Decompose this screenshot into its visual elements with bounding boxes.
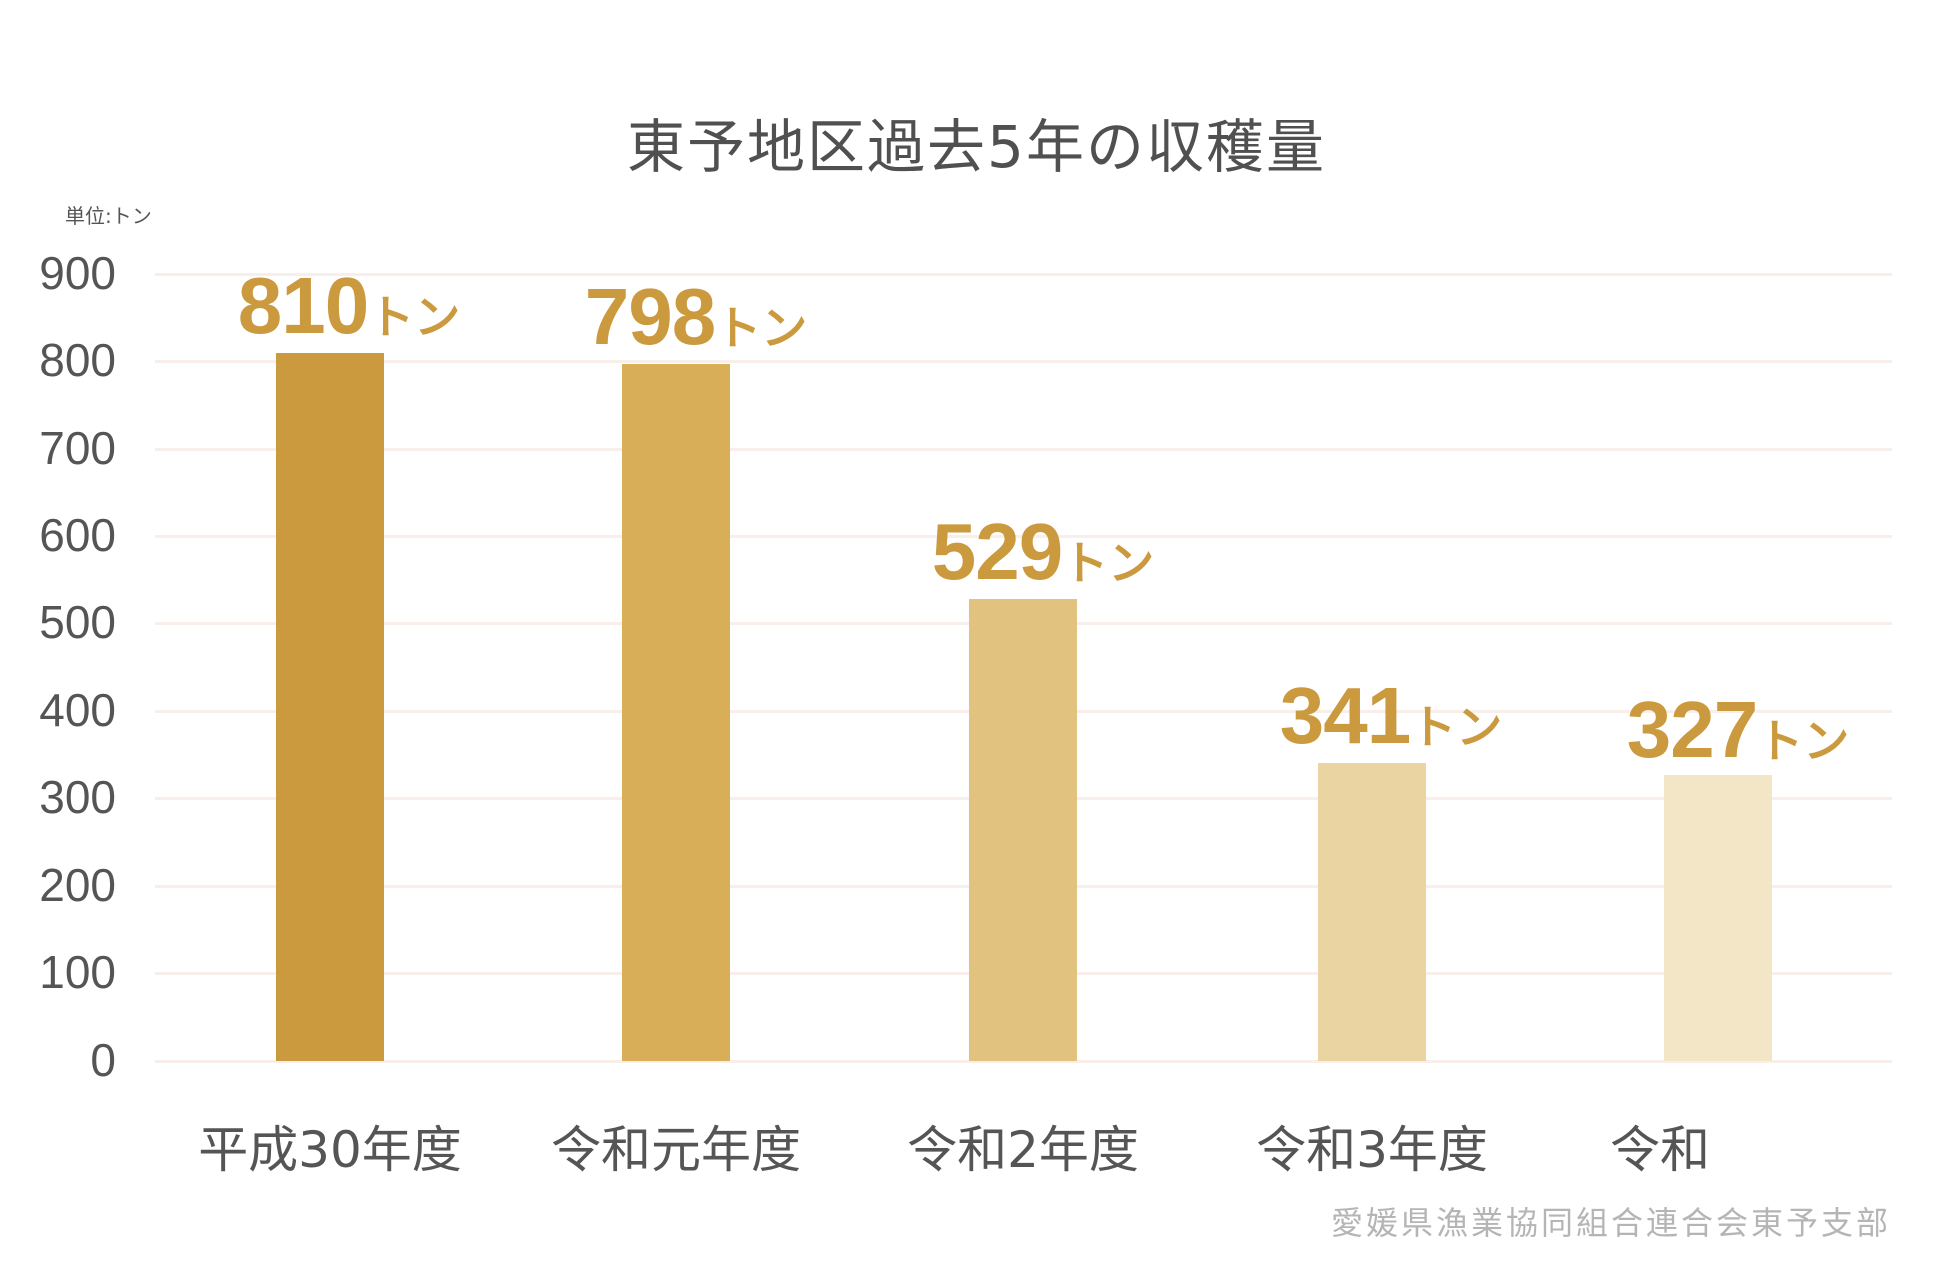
x-category-label: 令和元年度: [551, 1121, 801, 1179]
value-unit: トン: [715, 301, 808, 355]
x-category-label: 令和: [1610, 1121, 1710, 1179]
value-unit: トン: [1757, 714, 1850, 768]
source-credit: 愛媛県漁業協同組合連合会東予支部: [1330, 1204, 1891, 1242]
y-tick-label: 500: [39, 596, 116, 648]
gridline-700: [155, 448, 1892, 451]
bar-heisei30: [276, 353, 384, 1061]
gridline-800: [155, 360, 1892, 363]
value-number: 327: [1626, 685, 1758, 774]
value-number: 529: [931, 507, 1063, 596]
y-tick-label: 100: [39, 946, 116, 998]
y-tick-label: 800: [39, 334, 116, 386]
gridline-600: [155, 535, 1892, 538]
value-number: 810: [237, 261, 369, 350]
baseline: [155, 1060, 1892, 1063]
y-tick-label: 0: [90, 1034, 116, 1086]
y-tick-label: 700: [39, 422, 116, 474]
x-category-label: 平成30年度: [198, 1121, 462, 1179]
bar-reiwa2: [969, 599, 1077, 1061]
value-label: 798トン: [526, 277, 866, 357]
value-label: 529トン: [873, 512, 1213, 592]
gridline-900: [155, 273, 1892, 276]
value-number: 798: [584, 272, 716, 361]
value-unit: トン: [368, 290, 461, 344]
y-tick-label: 600: [39, 509, 116, 561]
y-tick-label: 200: [39, 859, 116, 911]
bar-reiwa3: [1318, 763, 1426, 1061]
unit-label: 単位:トン: [65, 204, 152, 228]
value-label: 327トン: [1568, 690, 1908, 770]
x-category-label: 令和3年度: [1256, 1121, 1488, 1179]
y-tick-label: 300: [39, 771, 116, 823]
bar-reiwa-gan: [622, 364, 730, 1061]
value-number: 341: [1279, 671, 1411, 760]
y-tick-label: 400: [39, 684, 116, 736]
chart-title: 東予地区過去5年の収穫量: [627, 113, 1326, 181]
value-label: 810トン: [179, 266, 519, 346]
value-label: 341トン: [1221, 676, 1561, 756]
bar-reiwa: [1664, 775, 1772, 1061]
x-category-label: 令和2年度: [907, 1121, 1139, 1179]
value-unit: トン: [1410, 700, 1503, 754]
y-tick-label: 900: [39, 247, 116, 299]
value-unit: トン: [1062, 536, 1155, 590]
